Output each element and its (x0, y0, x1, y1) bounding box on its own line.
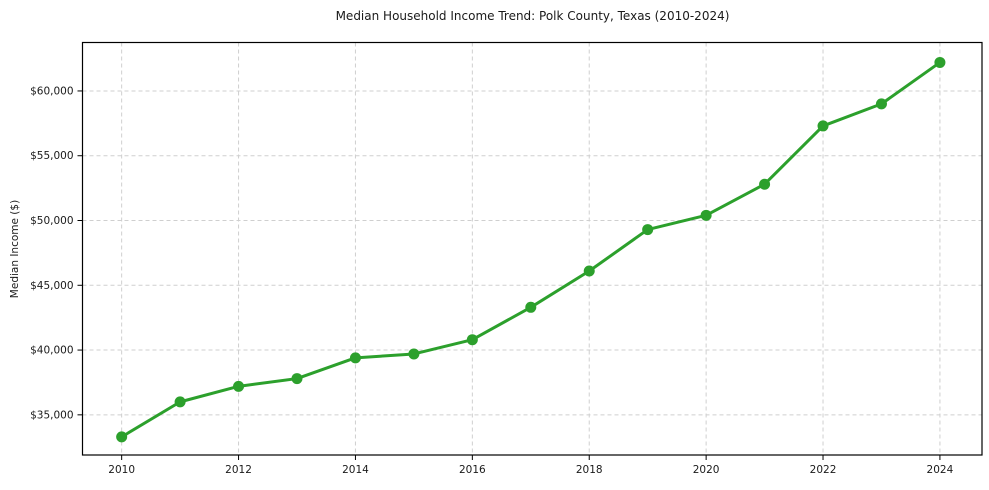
y-tick-label: $45,000 (30, 280, 73, 292)
data-point (466, 334, 478, 346)
x-tick-label: 2012 (225, 464, 252, 476)
data-point (525, 301, 537, 313)
y-tick-label: $55,000 (30, 150, 73, 162)
y-tick-label: $50,000 (30, 215, 73, 227)
x-tick-label: 2010 (108, 464, 135, 476)
y-tick-label: $35,000 (30, 409, 73, 421)
x-tick-label: 2014 (342, 464, 369, 476)
x-tick-label: 2020 (693, 464, 720, 476)
data-point (875, 98, 887, 110)
y-tick-label: $40,000 (30, 345, 73, 357)
x-tick-label: 2016 (459, 464, 486, 476)
chart-title: Median Household Income Trend: Polk Coun… (335, 9, 730, 23)
data-point (116, 431, 128, 443)
data-point (408, 348, 420, 360)
x-tick-label: 2022 (810, 464, 837, 476)
trend-line (120, 60, 942, 439)
data-point (233, 380, 245, 392)
data-point (291, 373, 303, 385)
x-tick-label: 2024 (927, 464, 954, 476)
data-point (759, 178, 771, 190)
data-point (583, 265, 595, 277)
data-point (934, 56, 946, 68)
data-point (817, 120, 829, 132)
data-point (349, 352, 361, 364)
data-point (700, 209, 712, 221)
data-point (174, 396, 186, 408)
data-point (642, 224, 654, 236)
x-tick-label: 2018 (576, 464, 603, 476)
plot-border (81, 41, 983, 456)
y-tick-label: $60,000 (30, 85, 73, 97)
